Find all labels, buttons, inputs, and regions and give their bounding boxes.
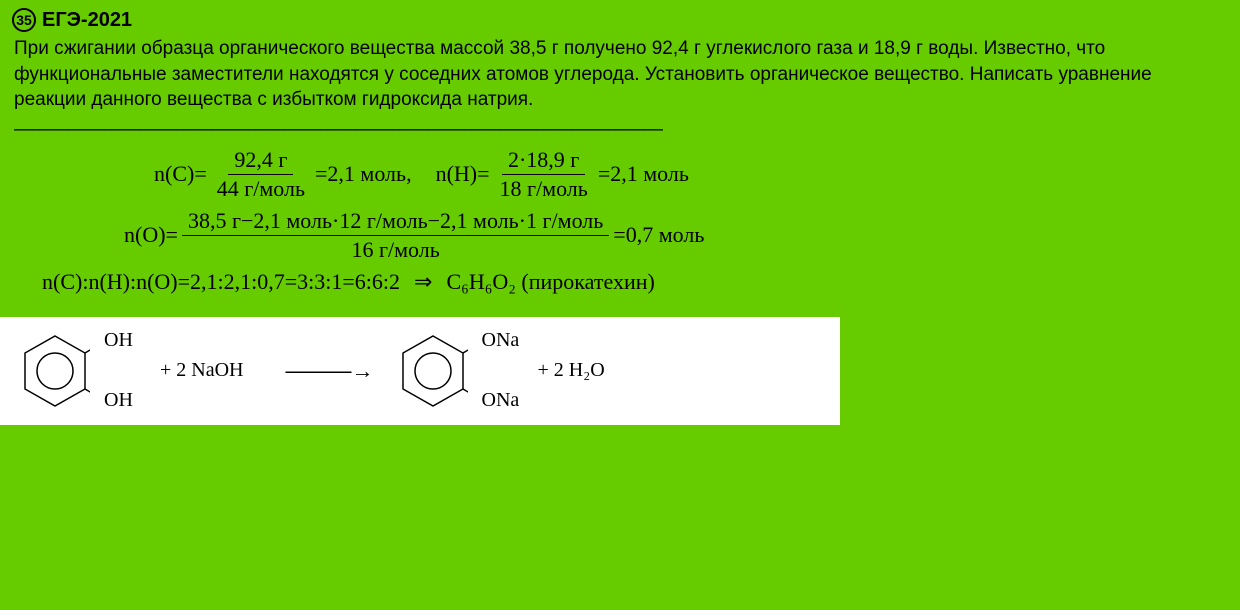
ratio-text: n(C):n(H):n(O)=2,1:2,1:0,7=3:3:1=6:6:2	[42, 269, 400, 295]
reaction-panel: OH OH + 2 NaOH ———→ ONa ONa + 2 H₂O	[0, 317, 840, 425]
header: 35 ЕГЭ-2021	[0, 0, 1240, 36]
product-benzene: ONa ONa	[398, 331, 468, 411]
nC-fraction: 92,4 г 44 г/моль	[211, 147, 311, 202]
nH-result: =2,1 моль	[598, 161, 689, 187]
problem-number-circle: 35	[12, 8, 36, 32]
substituent-4: ONa	[482, 389, 520, 412]
nO-label: n(O)=	[124, 222, 178, 248]
nO-denominator: 16 г/моль	[345, 236, 445, 263]
substituent-3: ONa	[482, 329, 520, 352]
nH-denominator: 18 г/моль	[494, 175, 594, 202]
nC-numerator: 92,4 г	[228, 147, 293, 175]
benzene-ring-icon	[20, 331, 90, 411]
formula-result: C₆H₆O₂ (пирокатехин)	[446, 269, 654, 295]
nO-result: =0,7 моль	[613, 222, 704, 248]
calc-line-2: n(O)= 38,5 г−2,1 моль·12 г/моль−2,1 моль…	[14, 208, 1226, 263]
exam-title: ЕГЭ-2021	[42, 9, 132, 32]
nO-numerator: 38,5 г−2,1 моль·12 г/моль−2,1 моль·1 г/м…	[182, 208, 609, 236]
implies-arrow: ⇒	[414, 269, 432, 295]
substituent-1: OH	[104, 329, 133, 352]
benzene-ring-icon	[398, 331, 468, 411]
nC-label: n(C)=	[154, 161, 207, 187]
nC-result: =2,1 моль,	[315, 161, 412, 187]
problem-statement: При сжигании образца органического вещес…	[0, 36, 1240, 113]
solution-block: n(C)= 92,4 г 44 г/моль =2,1 моль, n(H)= …	[0, 143, 1240, 305]
nO-fraction: 38,5 г−2,1 моль·12 г/моль−2,1 моль·1 г/м…	[182, 208, 609, 263]
substituent-2: OH	[104, 389, 133, 412]
nH-fraction: 2·18,9 г 18 г/моль	[494, 147, 594, 202]
reaction-arrow: ———→	[286, 358, 374, 384]
plus-reagent: + 2 NaOH	[160, 359, 244, 382]
nH-numerator: 2·18,9 г	[502, 147, 585, 175]
reactant-benzene: OH OH	[20, 331, 90, 411]
plus-product: + 2 H₂O	[538, 359, 605, 382]
calc-line-1: n(C)= 92,4 г 44 г/моль =2,1 моль, n(H)= …	[14, 147, 1226, 202]
calc-line-3: n(C):n(H):n(O)=2,1:2,1:0,7=3:3:1=6:6:2 ⇒…	[14, 269, 1226, 295]
problem-number: 35	[16, 12, 32, 28]
nH-label: n(H)=	[436, 161, 490, 187]
separator-line: ————————————————————————————————————	[0, 113, 1240, 143]
nC-denominator: 44 г/моль	[211, 175, 311, 202]
